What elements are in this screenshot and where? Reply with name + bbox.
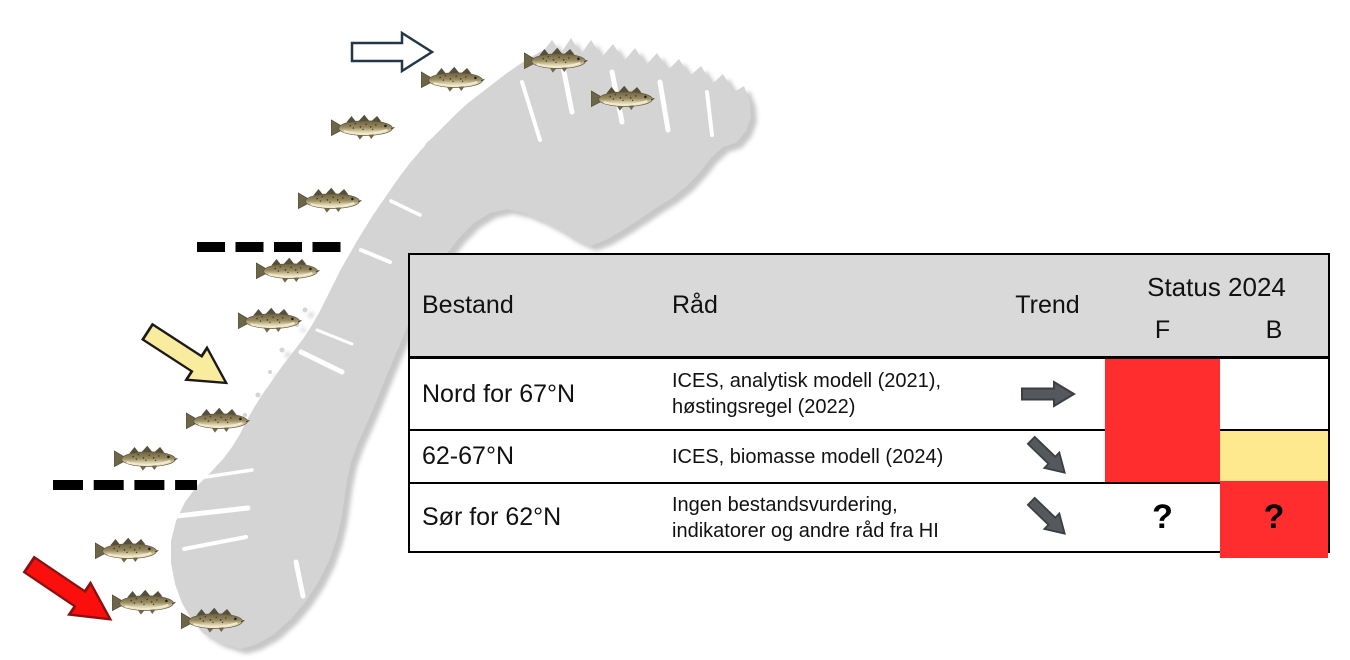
fish-icon — [298, 187, 362, 214]
header-status-2024: Status 2024 — [1147, 272, 1286, 302]
fish-icon — [421, 66, 485, 93]
fish-icon — [95, 537, 159, 564]
header-trend: Trend — [1015, 291, 1080, 319]
status-b-label: ? — [1263, 498, 1285, 536]
status-f-cell — [1105, 359, 1220, 432]
status-b-cell: ? — [1220, 481, 1328, 558]
table-row: Sør for 62°N Ingen bestandsvurdering, in… — [410, 481, 1328, 558]
header-status-group: Status 2024 F B — [1105, 255, 1328, 356]
table-row: 62-67°N ICES, biomasse modell (2024) — [410, 428, 1328, 485]
header-fb-row: F B — [1105, 305, 1328, 356]
trend-cell — [990, 359, 1105, 429]
header-f: F — [1154, 316, 1171, 344]
header-b: B — [1265, 316, 1283, 344]
yellow-arrow-icon — [140, 322, 229, 385]
stock-status-table: Bestand Råd Trend Status 2024 F B Nord f… — [408, 253, 1330, 558]
fish-icon — [331, 114, 395, 141]
fish-icon — [114, 445, 178, 472]
red-arrow-icon — [22, 555, 113, 621]
header-rad: Råd — [672, 291, 718, 319]
fish-icon — [186, 407, 250, 434]
bestand-cell: Sør for 62°N — [422, 503, 562, 531]
trend-cell — [990, 431, 1105, 482]
trend-arrow-icon — [1023, 496, 1073, 535]
fish-icon — [112, 589, 176, 616]
rad-cell: ICES, analytisk modell (2021), høstingsr… — [672, 370, 942, 418]
status-f-fill — [1105, 428, 1220, 482]
table-header-row: Bestand Råd Trend Status 2024 F B — [410, 255, 1328, 359]
status-b-cell — [1220, 431, 1328, 485]
status-b-fill — [1220, 359, 1328, 429]
status-f-cell: ? — [1105, 484, 1220, 551]
fish-icon — [256, 257, 320, 284]
rad-cell: Ingen bestandsvurdering, indikatorer og … — [672, 493, 939, 542]
table-row: Nord for 67°N ICES, analytisk modell (20… — [410, 359, 1328, 432]
trend-cell — [990, 484, 1105, 551]
norway-map-figure — [22, 30, 751, 649]
fish-icon — [238, 307, 302, 334]
bestand-cell: 62-67°N — [422, 442, 514, 470]
status-b-cell — [1220, 359, 1328, 429]
header-bestand: Bestand — [422, 291, 514, 319]
status-f-cell — [1105, 428, 1220, 482]
trend-arrow-icon — [1023, 435, 1073, 474]
status-f-label: ? — [1152, 498, 1173, 536]
status-b-fill — [1220, 431, 1328, 485]
status-b-fill — [1220, 481, 1328, 558]
white-arrow-icon — [350, 30, 435, 74]
rad-cell: ICES, biomasse modell (2024) — [672, 445, 944, 468]
bestand-cell: Nord for 67°N — [422, 379, 576, 408]
status-f-fill — [1105, 359, 1220, 432]
trend-arrow-icon — [1020, 380, 1076, 408]
